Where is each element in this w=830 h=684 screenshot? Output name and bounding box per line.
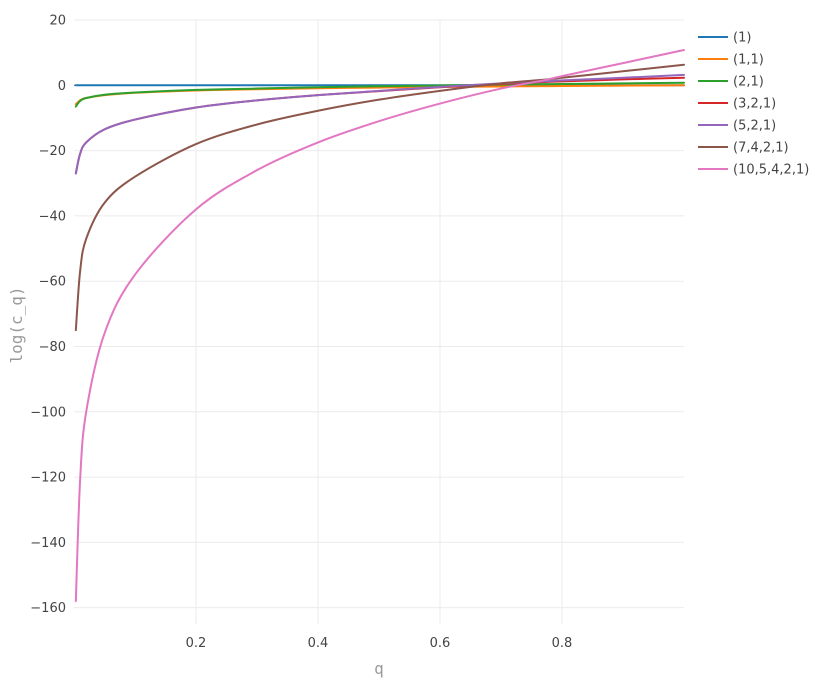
y-tick-label: −160	[30, 601, 66, 616]
legend-entry-label: (3,2,1)	[733, 97, 776, 112]
y-tick-label: −40	[39, 209, 66, 224]
y-axis-title: log(c_q)	[7, 286, 26, 363]
legend-entry-label: (2,1)	[733, 75, 764, 90]
series-line	[74, 63, 685, 332]
series-line	[74, 84, 685, 106]
x-tick-label: 0.2	[186, 636, 207, 651]
series-line	[74, 73, 685, 175]
x-axis-title: q	[374, 659, 384, 678]
y-axis-ticks: 20 0 −20 −40 −60 −80 −100 −120 −140 −160	[30, 14, 66, 617]
y-tick-label: −100	[30, 405, 66, 420]
x-tick-label: 0.4	[308, 636, 329, 651]
legend-entry-label: (1,1)	[733, 53, 764, 68]
x-tick-label: 0.6	[430, 636, 451, 651]
series-line	[74, 81, 685, 108]
grid	[74, 19, 684, 624]
legend-entry-label: (5,2,1)	[733, 119, 776, 134]
series-line	[74, 49, 685, 603]
series-lines	[74, 49, 685, 603]
y-tick-label: 20	[49, 14, 66, 29]
y-tick-label: −120	[30, 471, 66, 486]
y-tick-label: 0	[58, 79, 66, 94]
x-tick-label: 0.8	[552, 636, 573, 651]
y-tick-label: −140	[30, 536, 66, 551]
legend-entry-label: (7,4,2,1)	[733, 141, 789, 156]
legend-entry-label: (10,5,4,2,1)	[733, 163, 809, 178]
y-tick-label: −20	[39, 144, 66, 159]
y-tick-label: −60	[39, 275, 66, 290]
y-tick-label: −80	[39, 340, 66, 355]
legend: (1) (1,1) (2,1) (3,2,1) (5,2,1) (7,4,2,1) (10,…	[698, 31, 809, 178]
legend-entry-label: (1)	[733, 31, 751, 46]
x-axis-ticks: 0.2 0.4 0.6 0.8	[186, 636, 573, 651]
